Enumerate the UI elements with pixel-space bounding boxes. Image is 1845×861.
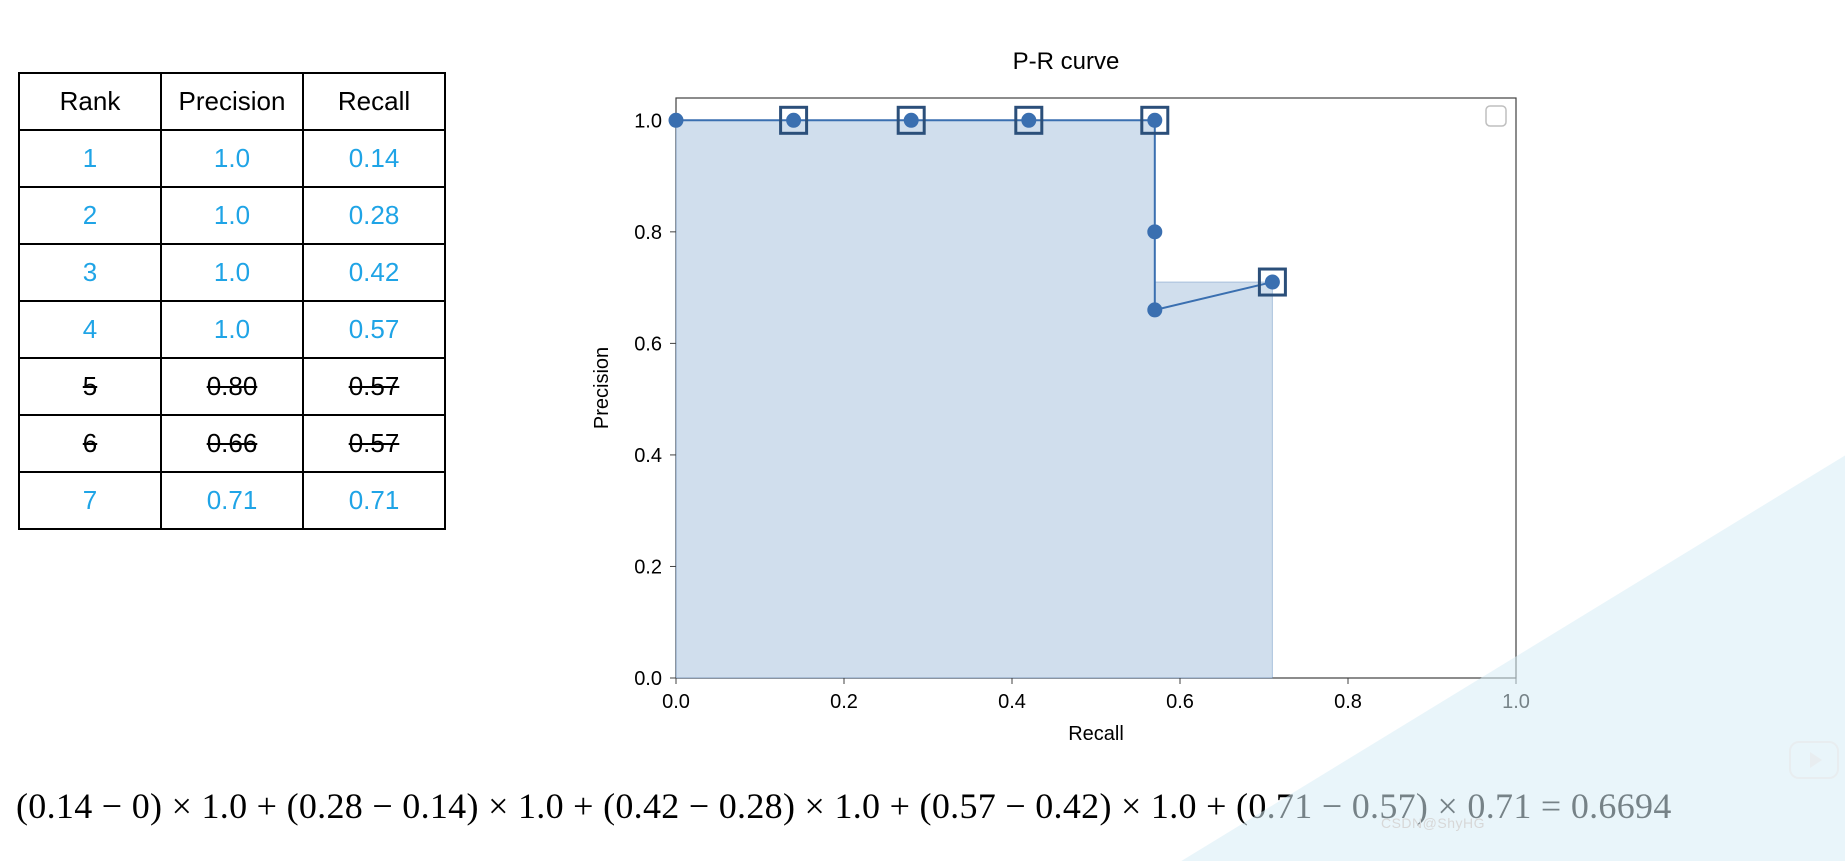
cell-recall: 0.57 bbox=[303, 301, 445, 358]
cell-precision: 0.80 bbox=[161, 358, 303, 415]
svg-text:0.4: 0.4 bbox=[998, 691, 1026, 713]
table-row: 21.00.28 bbox=[19, 187, 445, 244]
table-row: 50.800.57 bbox=[19, 358, 445, 415]
cell-rank: 4 bbox=[19, 301, 161, 358]
watermark-play-icon bbox=[1789, 741, 1839, 779]
svg-text:Recall: Recall bbox=[1068, 723, 1124, 745]
cell-recall: 0.57 bbox=[303, 415, 445, 472]
col-precision: Precision bbox=[161, 73, 303, 130]
cell-recall: 0.28 bbox=[303, 187, 445, 244]
cell-precision: 1.0 bbox=[161, 301, 303, 358]
cell-rank: 3 bbox=[19, 244, 161, 301]
col-rank: Rank bbox=[19, 73, 161, 130]
watermark-text: CSDN@ShyHG bbox=[1381, 815, 1485, 831]
cell-rank: 6 bbox=[19, 415, 161, 472]
table-row: 31.00.42 bbox=[19, 244, 445, 301]
table-row: 60.660.57 bbox=[19, 415, 445, 472]
table-body: 11.00.1421.00.2831.00.4241.00.5750.800.5… bbox=[19, 130, 445, 529]
cell-rank: 2 bbox=[19, 187, 161, 244]
svg-text:Precision: Precision bbox=[591, 347, 613, 429]
cell-recall: 0.57 bbox=[303, 358, 445, 415]
cell-recall: 0.14 bbox=[303, 130, 445, 187]
svg-text:0.2: 0.2 bbox=[634, 556, 662, 578]
cell-recall: 0.42 bbox=[303, 244, 445, 301]
svg-text:0.2: 0.2 bbox=[830, 691, 858, 713]
cell-rank: 1 bbox=[19, 130, 161, 187]
cell-precision: 0.71 bbox=[161, 472, 303, 529]
svg-text:0.8: 0.8 bbox=[634, 222, 662, 244]
page-root: Rank Precision Recall 11.00.1421.00.2831… bbox=[0, 0, 1845, 861]
watermark-triangle-icon bbox=[1165, 431, 1845, 861]
table-row: 11.00.14 bbox=[19, 130, 445, 187]
cell-precision: 1.0 bbox=[161, 187, 303, 244]
col-recall: Recall bbox=[303, 73, 445, 130]
table-row: 41.00.57 bbox=[19, 301, 445, 358]
table-header-row: Rank Precision Recall bbox=[19, 73, 445, 130]
svg-text:1.0: 1.0 bbox=[634, 110, 662, 132]
cell-precision: 1.0 bbox=[161, 244, 303, 301]
chart-title: P-R curve bbox=[586, 48, 1546, 76]
pr-table: Rank Precision Recall 11.00.1421.00.2831… bbox=[18, 72, 446, 530]
svg-text:0.4: 0.4 bbox=[634, 445, 662, 467]
cell-precision: 1.0 bbox=[161, 130, 303, 187]
cell-recall: 0.71 bbox=[303, 472, 445, 529]
svg-text:0.0: 0.0 bbox=[634, 668, 662, 690]
cell-rank: 5 bbox=[19, 358, 161, 415]
cell-precision: 0.66 bbox=[161, 415, 303, 472]
cell-rank: 7 bbox=[19, 472, 161, 529]
svg-text:0.0: 0.0 bbox=[662, 691, 690, 713]
svg-text:0.6: 0.6 bbox=[634, 333, 662, 355]
table-row: 70.710.71 bbox=[19, 472, 445, 529]
